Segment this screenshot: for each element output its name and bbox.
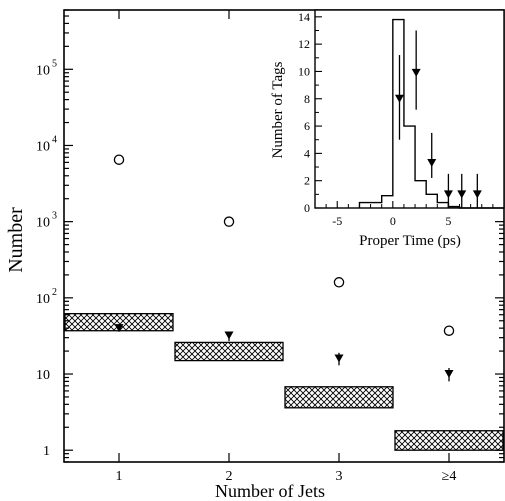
inset-y-axis-label: Number of Tags	[270, 61, 286, 158]
filled-triangle-point	[224, 331, 234, 340]
main-x-tick-label: 3	[336, 469, 343, 484]
main-x-tick-label: 2	[226, 469, 233, 484]
inset-background	[315, 10, 504, 208]
main-y-tick-exponent: 5	[52, 58, 57, 69]
inset-points	[394, 30, 482, 208]
main-x-axis: 1 2 3 ≥4	[116, 10, 457, 484]
inset-y-tick-label: 4	[304, 146, 310, 160]
inset-y-tick-label: 6	[304, 119, 310, 133]
inset-y-tick-label: 14	[298, 10, 310, 24]
inset-y-tick-label: 10	[298, 64, 310, 78]
inset-triangle-point	[427, 158, 437, 167]
main-y-tick-exponent: 4	[52, 134, 57, 145]
main-y-tick-label: 10	[36, 292, 50, 307]
inset-y-axis: 0 2 4 6 8 10 12 14	[298, 10, 322, 215]
inset-x-tick-label: 5	[445, 214, 451, 228]
inset-plot-frame	[314, 9, 505, 209]
inset-chart: 0 2 4 6 8 10 12 14 -5 0 5 Proper Time (ps) Number…	[270, 9, 505, 249]
open-circle-point	[223, 216, 235, 227]
expected-background-band	[174, 341, 284, 362]
expected-background-band	[394, 430, 504, 451]
filled-triangle-point	[114, 324, 124, 333]
inset-triangle-point	[472, 190, 482, 199]
inset-x-tick-label: -5	[332, 214, 342, 228]
main-y-tick-label: 10	[36, 368, 50, 383]
main-x-axis-label: Number of Jets	[215, 481, 325, 501]
inset-x-axis: -5 0 5	[325, 201, 494, 228]
inset-y-tick-label: 0	[304, 201, 310, 215]
main-bands	[64, 312, 504, 451]
main-markers	[113, 154, 455, 382]
expected-background-band	[284, 386, 394, 409]
main-x-tick-label: 1	[116, 469, 123, 484]
main-y-tick-label: 1	[43, 444, 50, 459]
inset-triangle-point	[457, 190, 467, 199]
inset-y-tick-label: 2	[304, 174, 310, 188]
main-y-tick-label: 10	[36, 63, 50, 78]
main-x-tick-label: ≥4	[442, 469, 457, 484]
inset-triangle-point	[443, 190, 453, 199]
filled-triangle-point	[334, 354, 344, 363]
main-plot-frame	[63, 9, 505, 463]
inset-triangle-point	[411, 68, 421, 77]
main-y-axis-label: Number	[5, 207, 27, 273]
main-y-tick-label: 10	[36, 216, 50, 231]
open-circle-point	[333, 277, 345, 288]
open-circle-point	[113, 154, 125, 165]
inset-triangle-point	[394, 94, 404, 103]
main-y-tick-exponent: 2	[52, 287, 57, 298]
inset-x-tick-label: 0	[390, 214, 396, 228]
filled-triangle-point	[444, 370, 454, 379]
open-circle-point	[443, 325, 455, 336]
inset-x-axis-label: Proper Time (ps)	[359, 233, 461, 249]
main-y-tick-exponent: 3	[52, 211, 57, 222]
inset-y-tick-label: 12	[298, 37, 310, 51]
main-y-tick-label: 10	[36, 139, 50, 154]
inset-y-tick-label: 8	[304, 92, 310, 106]
